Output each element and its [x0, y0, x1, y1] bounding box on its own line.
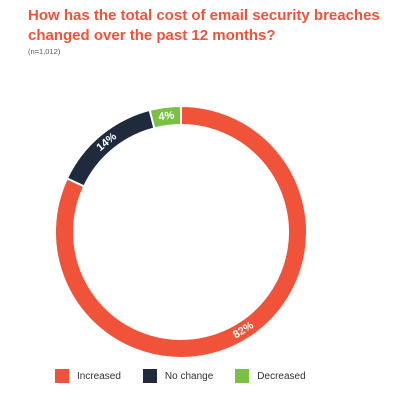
data-label-decreased: 4%: [158, 109, 175, 123]
legend-item-no-change: No change: [142, 369, 214, 383]
chart-legend: Increased No change Decreased: [55, 369, 328, 383]
legend-swatch-increased: [55, 369, 69, 383]
legend-item-decreased: Decreased: [235, 369, 306, 383]
donut-slice-no-change: [65, 108, 156, 188]
legend-label-increased: Increased: [77, 370, 121, 382]
legend-swatch-no-change: [142, 369, 157, 383]
legend-swatch-decreased: [235, 369, 250, 383]
chart-title: How has the total cost of email security…: [28, 7, 380, 44]
legend-label-no-change: No change: [164, 370, 214, 382]
donut-slice-increased: [54, 104, 308, 359]
donut-slice-decreased: [148, 104, 182, 130]
legend-item-increased: Increased: [55, 369, 121, 383]
chart-subtitle: (n=1,012): [28, 47, 61, 56]
legend-label-decreased: Decreased: [257, 370, 306, 382]
